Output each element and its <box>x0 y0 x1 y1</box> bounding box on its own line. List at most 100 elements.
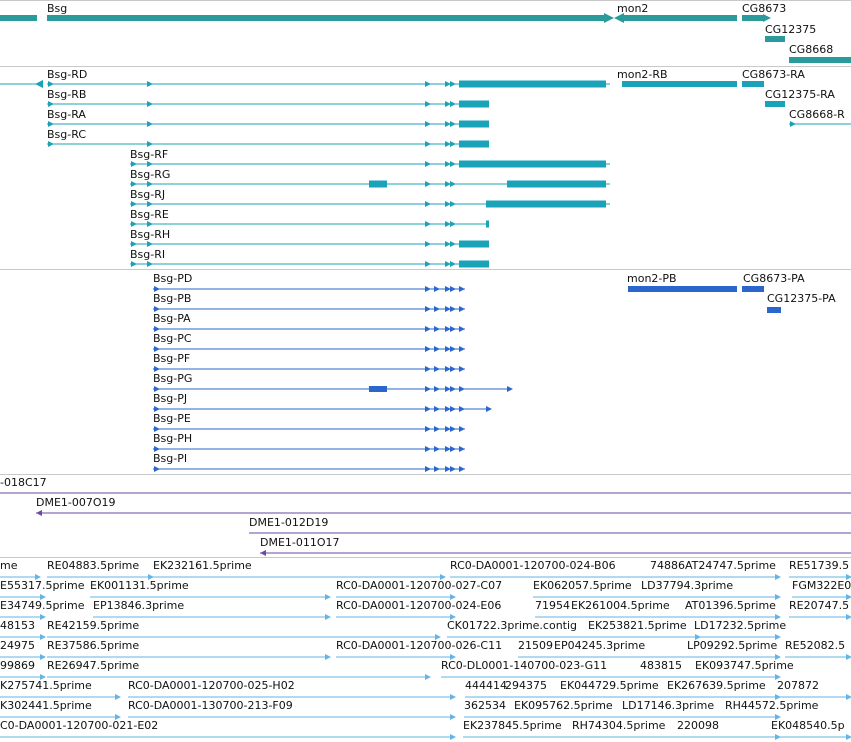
est-label[interactable]: EK093747.5prime <box>695 659 794 672</box>
transcript-exon-arrow[interactable] <box>147 241 153 247</box>
est-label[interactable]: RH74304.5prime <box>572 719 666 732</box>
est-label[interactable]: RE26947.5prime <box>47 659 140 672</box>
protein-mon2-arrow[interactable] <box>630 286 636 292</box>
protein-exon-arrow[interactable] <box>450 326 456 332</box>
transcript-start-arrow[interactable] <box>131 241 137 247</box>
gene-label-cg8668[interactable]: CG8668 <box>789 43 834 56</box>
est-label[interactable]: RH44572.5prime <box>725 699 819 712</box>
est-strand-arrow[interactable] <box>846 694 851 700</box>
protein-exon-arrow[interactable] <box>425 426 431 432</box>
protein-exon-arrow[interactable] <box>450 366 456 372</box>
est-strand-arrow[interactable] <box>325 654 331 660</box>
transcript-exon[interactable] <box>459 260 489 268</box>
transcript-label-bsg-pc[interactable]: Bsg-PC <box>153 332 192 345</box>
transcript-exon[interactable] <box>369 180 387 188</box>
est-strand-arrow[interactable] <box>775 614 781 620</box>
gene-bar-cg8673[interactable] <box>742 15 764 21</box>
gene-label-bsg[interactable]: Bsg <box>47 2 68 15</box>
transcript-exon-arrow[interactable] <box>450 121 456 127</box>
est-label[interactable]: 99869 <box>0 659 35 672</box>
est-label[interactable]: 444414 <box>465 679 507 692</box>
transcript-mon2-arrow[interactable] <box>715 81 721 87</box>
protein-exon-arrow[interactable] <box>434 326 440 332</box>
est-label[interactable]: LD37794.3prime <box>641 579 734 592</box>
est-strand-arrow[interactable] <box>450 594 456 600</box>
est-strand-arrow[interactable] <box>40 614 46 620</box>
protein-exon-arrow[interactable] <box>425 446 431 452</box>
est-label[interactable]: EK267639.5prime <box>667 679 766 692</box>
protein-exon-arrow[interactable] <box>450 466 456 472</box>
gene-label-cg12375[interactable]: CG12375 <box>765 23 817 36</box>
protein-exon-arrow[interactable] <box>450 306 456 312</box>
est-strand-arrow[interactable] <box>40 594 46 600</box>
est-label[interactable]: EK261004.5prime <box>571 599 670 612</box>
transcript-exon-arrow[interactable] <box>147 81 153 87</box>
protein-start-arrow[interactable] <box>154 466 160 472</box>
transcript-exon-arrow[interactable] <box>147 181 153 187</box>
est-label[interactable]: E55317.5prime <box>0 579 85 592</box>
est-strand-arrow[interactable] <box>846 574 851 580</box>
est-strand-arrow[interactable] <box>425 674 431 680</box>
est-label[interactable]: 362534 <box>464 699 506 712</box>
protein-exon-arrow[interactable] <box>445 446 451 452</box>
est-label[interactable]: EK232161.5prime <box>153 559 252 572</box>
transcript-label-bsg-rj[interactable]: Bsg-RJ <box>130 188 166 201</box>
protein-start-arrow[interactable] <box>154 366 160 372</box>
protein-start-arrow[interactable] <box>154 426 160 432</box>
protein-exon-arrow[interactable] <box>434 366 440 372</box>
protein-exon-arrow[interactable] <box>434 306 440 312</box>
protein-exon-arrow[interactable] <box>459 366 465 372</box>
transcript-label-bsg-pj[interactable]: Bsg-PJ <box>153 392 188 405</box>
protein-exon-arrow[interactable] <box>445 366 451 372</box>
est-label[interactable]: me <box>0 559 18 572</box>
protein-mon2-arrow[interactable] <box>642 286 648 292</box>
est-strand-arrow[interactable] <box>35 574 41 580</box>
transcript-exon-arrow[interactable] <box>445 201 451 207</box>
clone-label-018c17[interactable]: -018C17 <box>0 476 47 489</box>
protein-exon-arrow[interactable] <box>459 386 465 392</box>
est-label[interactable]: RE37586.5prime <box>47 639 140 652</box>
est-strand-arrow[interactable] <box>775 634 781 640</box>
protein-exon-arrow[interactable] <box>434 346 440 352</box>
transcript-label-bsg-ri[interactable]: Bsg-RI <box>130 248 166 261</box>
gene-strand-mon2[interactable] <box>614 13 624 23</box>
transcript-label-bsg-pg[interactable]: Bsg-PG <box>153 372 193 385</box>
transcript-label-bsg-rd[interactable]: Bsg-RD <box>47 68 88 81</box>
clone-strand-007o19[interactable] <box>36 510 42 516</box>
est-label[interactable]: EK048540.5p <box>771 719 845 732</box>
transcript-start-arrow[interactable] <box>131 221 137 227</box>
est-label[interactable]: 24975 <box>0 639 35 652</box>
protein-exon-arrow[interactable] <box>425 466 431 472</box>
transcript-label-bsg-rc[interactable]: Bsg-RC <box>47 128 87 141</box>
protein-exon-arrow[interactable] <box>459 406 465 412</box>
transcript-start-arrow[interactable] <box>131 201 137 207</box>
transcript-exon-arrow[interactable] <box>425 81 431 87</box>
gene-bar-left[interactable] <box>0 15 37 21</box>
est-strand-arrow[interactable] <box>40 674 46 680</box>
est-strand-arrow[interactable] <box>450 734 456 740</box>
est-label[interactable]: C0-DA0001-120700-021-E02 <box>0 719 159 732</box>
transcript-exon[interactable] <box>459 140 489 148</box>
transcript-label-bsg-pb[interactable]: Bsg-PB <box>153 292 192 305</box>
protein-start-arrow[interactable] <box>154 446 160 452</box>
est-strand-arrow[interactable] <box>846 734 851 740</box>
transcript-exon-arrow[interactable] <box>450 221 456 227</box>
transcript-label-bsg-pa[interactable]: Bsg-PA <box>153 312 191 325</box>
est-strand-arrow[interactable] <box>846 654 851 660</box>
transcript-exon[interactable] <box>459 100 489 108</box>
protein-mon2-arrow[interactable] <box>667 286 673 292</box>
transcript-strand-left[interactable] <box>35 80 43 88</box>
transcript-exon-arrow[interactable] <box>450 201 456 207</box>
est-label[interactable]: RE42159.5prime <box>47 619 140 632</box>
transcript-label-bsg-rg[interactable]: Bsg-RG <box>130 168 171 181</box>
est-strand-arrow[interactable] <box>775 714 781 720</box>
est-strand-arrow[interactable] <box>440 574 446 580</box>
clone-label-dme1-012d19[interactable]: DME1-012D19 <box>249 516 329 529</box>
protein-start-arrow[interactable] <box>154 326 160 332</box>
transcript-exon-arrow[interactable] <box>425 121 431 127</box>
transcript-mon2-arrow[interactable] <box>642 81 648 87</box>
protein-exon-arrow[interactable] <box>445 326 451 332</box>
est-strand-arrow[interactable] <box>775 574 781 580</box>
protein-exon-arrow[interactable] <box>459 446 465 452</box>
